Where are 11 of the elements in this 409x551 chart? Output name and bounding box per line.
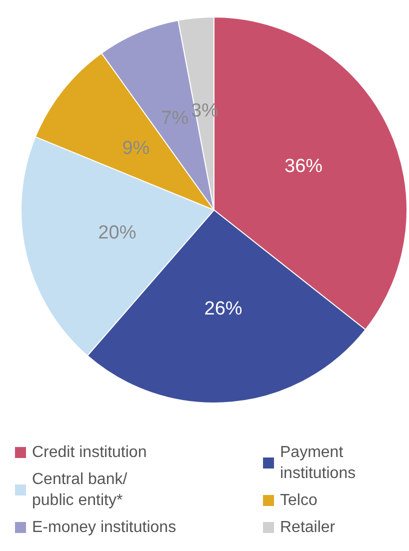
legend-label: Retailer: [280, 519, 336, 536]
data-label: 36%: [284, 156, 323, 178]
legend-label: Credit institution: [32, 444, 147, 461]
legend-label: Central bank/public entity*: [32, 471, 128, 509]
legend-label: E-money institutions: [32, 519, 176, 536]
data-label: 26%: [204, 298, 242, 320]
data-label: 20%: [98, 222, 136, 244]
legend-label: Payment institutions: [280, 444, 356, 482]
legend-label: Telco: [280, 492, 318, 509]
data-label: 9%: [122, 138, 150, 159]
data-label: 7%: [161, 108, 189, 130]
